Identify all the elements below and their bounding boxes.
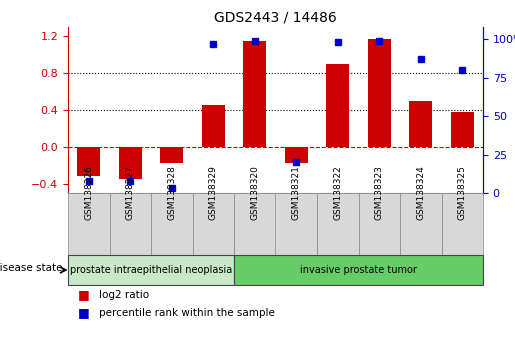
Text: GSM138329: GSM138329 (209, 166, 218, 221)
Bar (202, 105, 225, 147)
Text: GSM138321: GSM138321 (292, 166, 301, 221)
Text: GSM138323: GSM138323 (375, 166, 384, 221)
Bar (285, 147, 307, 162)
Text: log2 ratio: log2 ratio (99, 290, 149, 300)
Text: prostate intraepithelial neoplasia: prostate intraepithelial neoplasia (70, 265, 232, 275)
Bar (409, 101, 432, 147)
Text: invasive prostate tumor: invasive prostate tumor (300, 265, 417, 275)
Bar (160, 147, 183, 164)
Text: ■: ■ (78, 307, 90, 320)
Bar (368, 39, 391, 147)
Text: GSM138324: GSM138324 (416, 166, 425, 221)
Text: GSM138322: GSM138322 (333, 166, 342, 221)
Bar (77, 147, 100, 176)
Text: GSM138320: GSM138320 (250, 166, 259, 221)
Text: GSM138325: GSM138325 (458, 166, 467, 221)
Text: ■: ■ (78, 289, 90, 302)
Bar (451, 112, 474, 147)
Text: GSM138327: GSM138327 (126, 166, 135, 221)
Text: GSM138326: GSM138326 (84, 166, 93, 221)
Title: GDS2443 / 14486: GDS2443 / 14486 (214, 11, 337, 24)
Text: percentile rank within the sample: percentile rank within the sample (99, 308, 275, 318)
Bar (119, 147, 142, 179)
Bar (243, 41, 266, 147)
Text: GSM138328: GSM138328 (167, 166, 176, 221)
Bar (327, 64, 349, 147)
Text: disease state: disease state (0, 263, 63, 273)
